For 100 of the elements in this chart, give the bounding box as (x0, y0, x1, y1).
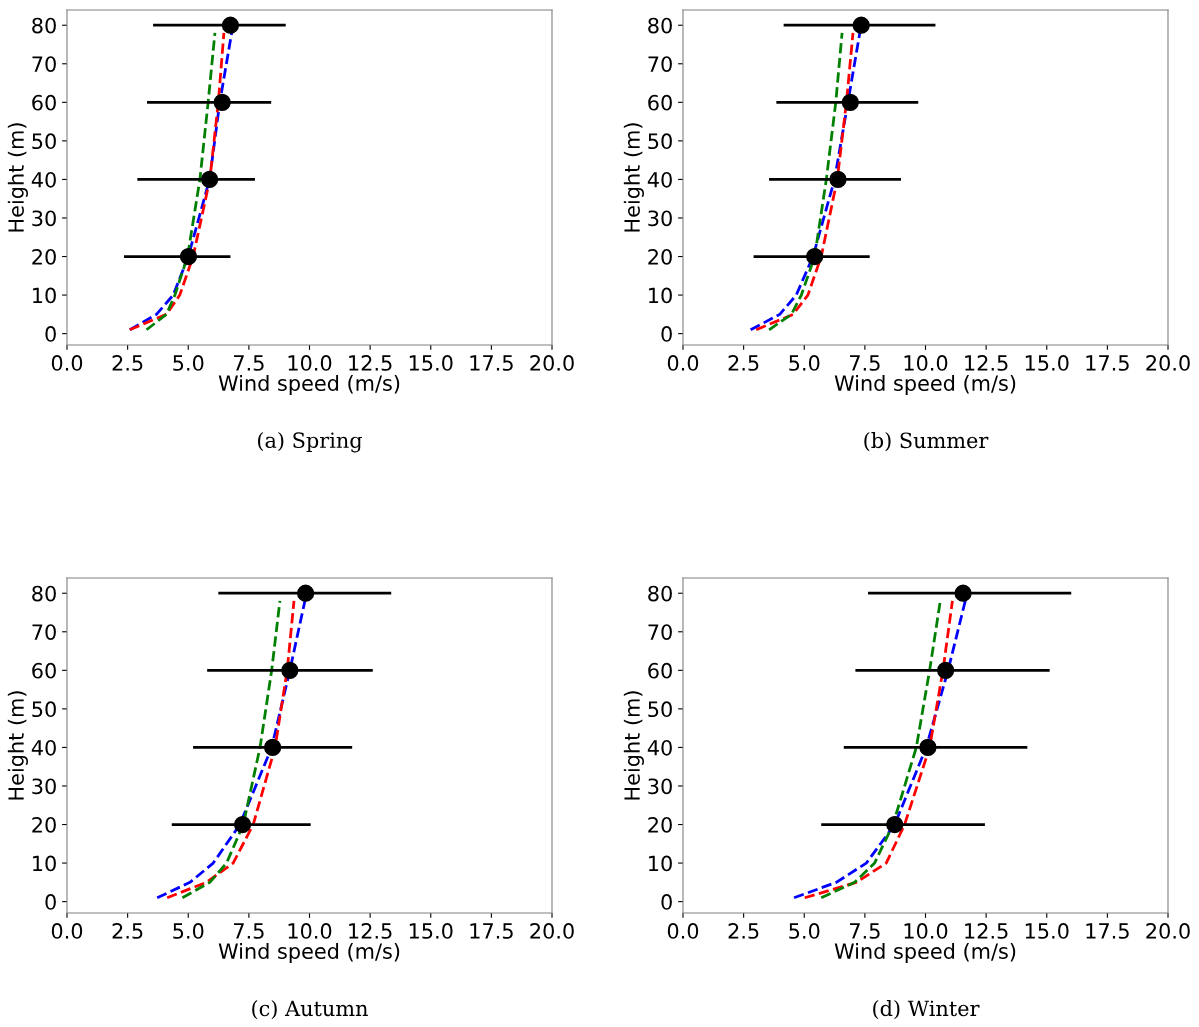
point (233, 815, 252, 834)
y-tick-label: 0 (45, 894, 56, 910)
y-tick-label: 10 (33, 287, 56, 304)
y-tick-label: 10 (649, 855, 672, 872)
x-tick-label: 20.0 (530, 355, 574, 371)
x-tick-label: 7.5 (850, 923, 880, 939)
y-tick-label: 60 (648, 662, 672, 679)
line-series (767, 31, 844, 332)
x-tick-label: 7.5 (850, 355, 880, 371)
x-tick-label: 5.0 (789, 923, 820, 939)
y-axis-title: Height (m) (623, 691, 644, 800)
point (221, 16, 240, 34)
x-tick-label: 2.5 (112, 923, 143, 939)
x-tick-label: 10.0 (288, 923, 332, 939)
y-tick-label: 30 (32, 778, 56, 795)
point (179, 247, 198, 266)
y-tick-label: 60 (32, 94, 56, 111)
x-axis-title: Wind speed (m/s) (834, 942, 1016, 964)
x-tick-label: 0.0 (51, 923, 83, 939)
x-tick-label: 0.0 (667, 355, 699, 371)
y-tick-label: 60 (648, 94, 672, 111)
y-axis-title: Height (m) (7, 123, 28, 232)
x-tick-label: 7.5 (234, 923, 264, 939)
y-tick-label: 70 (648, 624, 672, 640)
y-tick-label: 70 (648, 56, 672, 72)
y-axis-title: Height (m) (623, 123, 644, 232)
point (841, 93, 859, 111)
y-tick-label: 20 (648, 248, 672, 265)
y-tick-label: 30 (648, 778, 672, 795)
y-tick-label: 50 (648, 133, 672, 150)
x-tick-label: 17.5 (1086, 355, 1129, 371)
y-tick-label: 30 (648, 210, 672, 227)
y-tick-label: 50 (32, 701, 56, 718)
y-tick-label: 40 (31, 739, 56, 756)
point (886, 815, 904, 834)
x-tick-label: 12.5 (965, 923, 1008, 939)
line-series (181, 599, 282, 900)
x-tick-label: 15.0 (1025, 923, 1069, 939)
x-tick-label: 5.0 (789, 355, 820, 371)
point (829, 170, 847, 189)
x-tick-label: 2.5 (728, 355, 759, 371)
x-tick-label: 10.0 (904, 355, 948, 371)
x-tick-label: 12.5 (349, 923, 392, 939)
y-tick-label: 80 (648, 585, 672, 602)
point (213, 93, 231, 111)
y-tick-label: 50 (648, 701, 672, 718)
x-tick-label: 12.5 (965, 355, 1008, 371)
point (297, 584, 315, 602)
x-tick-label: 15.0 (1025, 355, 1069, 371)
y-tick-label: 80 (32, 17, 56, 34)
y-tick-label: 80 (32, 585, 56, 602)
x-tick-label: 17.5 (470, 355, 513, 371)
y-tick-label: 20 (32, 248, 56, 265)
point (919, 738, 937, 757)
x-tick-label: 2.5 (112, 355, 143, 371)
y-tick-label: 40 (647, 739, 672, 756)
point (937, 661, 955, 679)
x-tick-label: 20.0 (1146, 923, 1190, 939)
y-tick-label: 70 (32, 624, 56, 640)
x-tick-label: 0.0 (667, 923, 699, 939)
y-tick-label: 20 (648, 816, 672, 833)
text: (d) Winter (873, 1000, 980, 1020)
point (200, 170, 219, 189)
x-tick-label: 10.0 (288, 355, 332, 371)
point (281, 661, 299, 679)
point (806, 247, 824, 266)
y-tick-label: 30 (32, 210, 56, 227)
line-series (145, 31, 217, 332)
point (264, 738, 282, 757)
text: (c) Autumn (252, 1000, 368, 1020)
text: (b) Summer (864, 432, 989, 452)
x-tick-label: 20.0 (530, 923, 574, 939)
y-tick-label: 70 (32, 56, 56, 72)
x-tick-label: 10.0 (904, 923, 948, 939)
text: (a) Spring (258, 431, 363, 453)
point (954, 584, 972, 602)
x-tick-label: 17.5 (1086, 923, 1129, 939)
y-tick-label: 20 (32, 816, 56, 833)
x-tick-label: 20.0 (1146, 355, 1190, 371)
x-tick-label: 5.0 (173, 355, 204, 371)
y-tick-label: 10 (649, 287, 672, 304)
y-tick-label: 10 (33, 855, 56, 872)
x-axis-title: Wind speed (m/s) (218, 374, 400, 396)
x-tick-label: 5.0 (173, 923, 204, 939)
y-tick-label: 80 (648, 17, 672, 34)
x-tick-label: 12.5 (349, 355, 392, 371)
x-axis-title: Wind speed (m/s) (834, 374, 1016, 396)
x-tick-label: 7.5 (234, 355, 264, 371)
x-tick-label: 0.0 (51, 355, 83, 371)
point (852, 16, 870, 34)
x-tick-label: 15.0 (409, 923, 453, 939)
y-tick-label: 0 (45, 326, 56, 342)
y-tick-label: 40 (647, 171, 672, 188)
y-tick-label: 50 (32, 133, 56, 150)
y-tick-label: 40 (31, 171, 56, 188)
x-axis-title: Wind speed (m/s) (218, 942, 400, 964)
x-tick-label: 17.5 (470, 923, 513, 939)
x-tick-label: 15.0 (409, 355, 453, 371)
x-tick-label: 2.5 (728, 923, 759, 939)
y-tick-label: 0 (661, 326, 672, 342)
